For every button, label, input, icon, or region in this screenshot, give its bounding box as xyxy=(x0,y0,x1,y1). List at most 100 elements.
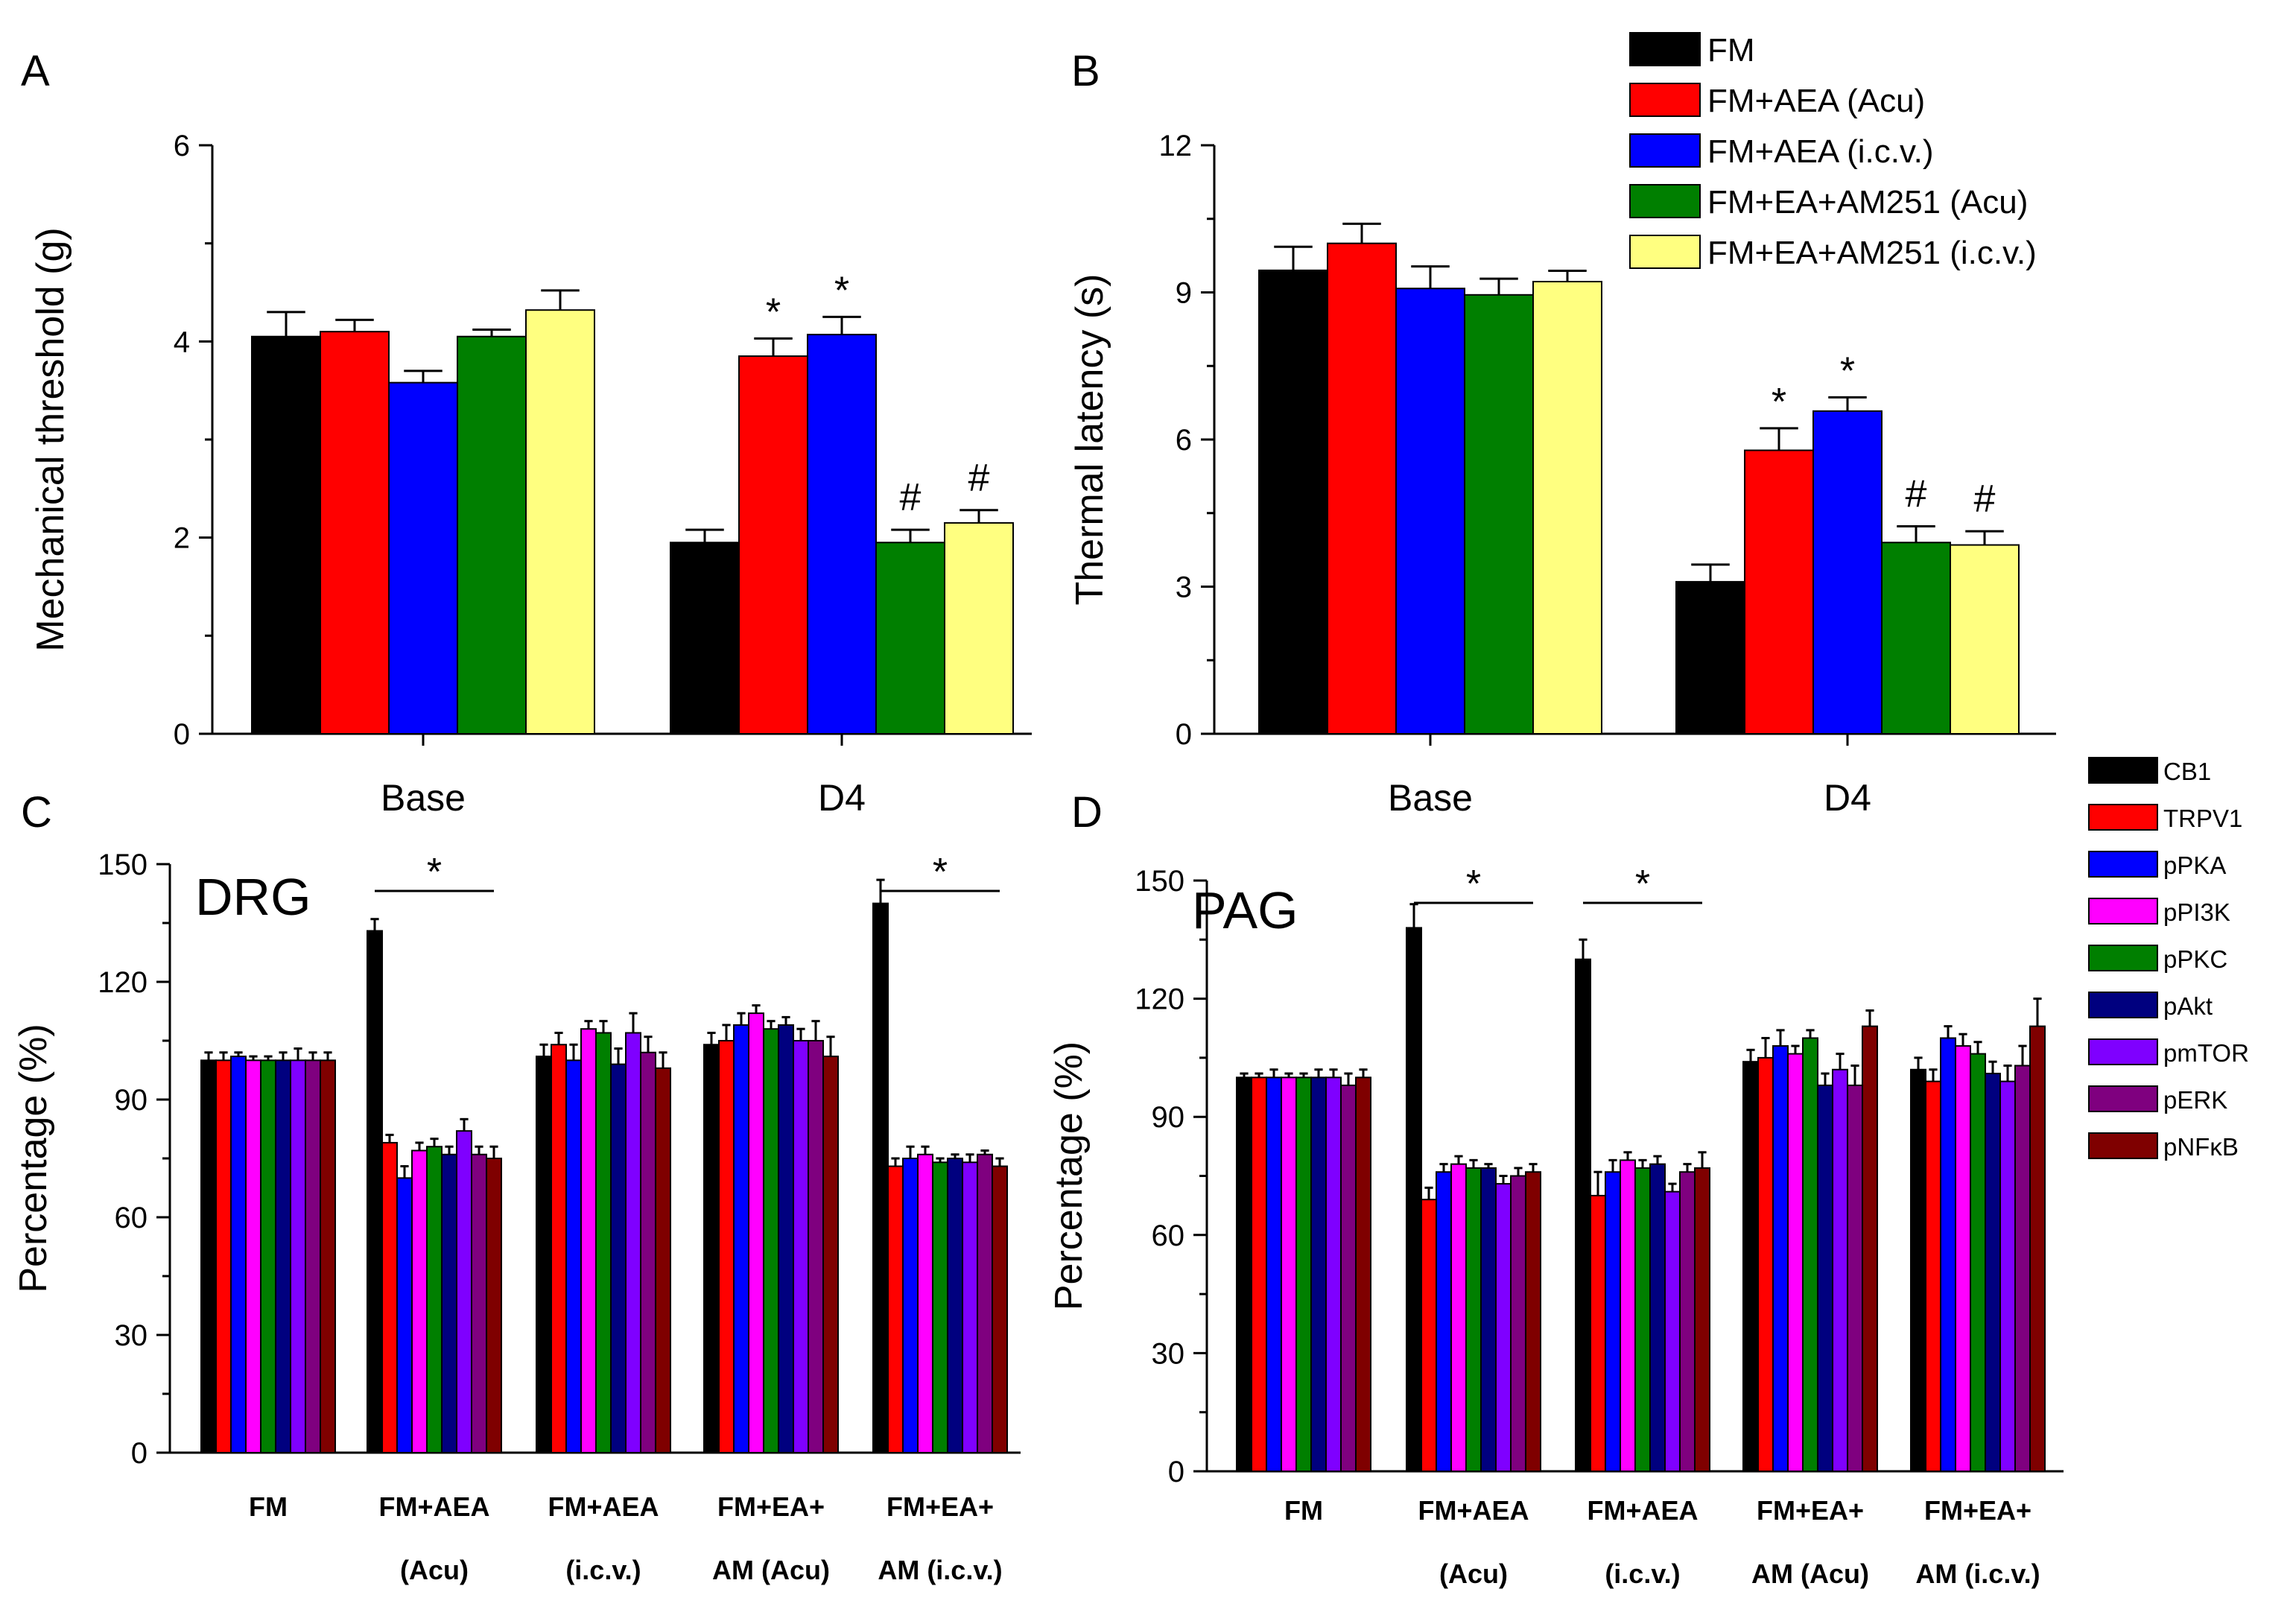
bar-group0-pPKC xyxy=(260,1059,276,1454)
panel-letter-d: D xyxy=(1071,788,1103,837)
bar-group2-pAkt xyxy=(610,1063,627,1453)
bar-group2-pPI3K xyxy=(1620,1159,1636,1473)
bar-group0-pPI3K xyxy=(245,1059,261,1454)
group-label-line2: AM (Acu) xyxy=(712,1555,830,1585)
x-category-label: Base xyxy=(1388,777,1473,819)
legend-swatch xyxy=(2088,945,2158,971)
bar-group1-pERK xyxy=(1510,1175,1526,1472)
bar-group4-pERK xyxy=(977,1153,993,1453)
bar-base-0 xyxy=(1258,269,1328,735)
legend-swatch xyxy=(1629,133,1701,168)
bar-group0-pPI3K xyxy=(1281,1076,1297,1473)
bar-group3-CB1 xyxy=(1742,1061,1759,1472)
legend-label: pPKC xyxy=(2163,945,2227,973)
y-tick-label: 3 xyxy=(1176,571,1192,604)
bar-group2-pPI3K xyxy=(580,1028,597,1453)
legend-swatch xyxy=(2088,1132,2158,1159)
bar-group1-pPKA xyxy=(396,1177,413,1454)
legend-label: pERK xyxy=(2163,1086,2227,1114)
panel-b: B 0 3 6 9 12 Thermal latency (s) Base D4 * * # # xyxy=(1068,47,2056,819)
significance-marker: * xyxy=(1635,863,1650,906)
bar-group3-pERK xyxy=(808,1040,824,1453)
bar-group2-pmTOR xyxy=(625,1032,641,1453)
bar-group3-TRPV1 xyxy=(1757,1056,1774,1472)
bar-group3-pPKC xyxy=(763,1028,779,1453)
y-tick-label: 0 xyxy=(131,1437,148,1470)
panel-letter-c: C xyxy=(21,788,52,837)
bar-group4-pPKA xyxy=(902,1158,919,1453)
bar-base-3 xyxy=(1464,294,1534,735)
legend-label: FM+EA+AM251 (Acu) xyxy=(1707,184,2028,221)
y-tick-label: 150 xyxy=(1135,865,1184,898)
group-label-line2: (i.c.v.) xyxy=(565,1555,641,1585)
bar-base-2 xyxy=(388,381,458,735)
y-tick-label: 0 xyxy=(1176,718,1192,751)
legend-swatch xyxy=(2088,1085,2158,1112)
x-category-label: Base xyxy=(381,777,466,819)
bar-group4-pmTOR xyxy=(962,1161,978,1454)
legend-swatch xyxy=(1629,184,1701,218)
panel-c: C 0 30 60 90 120 150 Percentage (%) DRG FM FM+AEA (… xyxy=(12,788,1021,1585)
bar-d4-2 xyxy=(1812,410,1883,735)
legend-label: pAkt xyxy=(2163,992,2213,1020)
y-tick-label: 30 xyxy=(115,1319,148,1352)
tissue-label: DRG xyxy=(195,868,311,926)
bar-group4-pAkt xyxy=(1985,1073,2001,1472)
bar-group4-pPKA xyxy=(1940,1037,1956,1472)
panel-d: D 0 30 60 90 120 150 Percentage (%) PAG FM FM+AEA (… xyxy=(1047,788,2064,1589)
bar-group3-pERK xyxy=(1847,1084,1863,1472)
y-tick-label: 120 xyxy=(98,966,148,999)
significance-marker: * xyxy=(1772,381,1786,424)
y-tick-label: 0 xyxy=(1168,1456,1184,1488)
group-label-line1: FM+EA+ xyxy=(1757,1495,1864,1526)
bar-group3-pPKA xyxy=(733,1024,749,1453)
bar-group1-CB1 xyxy=(367,930,383,1453)
bar-group3-pNFκB xyxy=(1862,1025,1878,1472)
bar-group1-pPKC xyxy=(426,1146,443,1453)
bar-group4-pAkt xyxy=(947,1158,963,1453)
bar-group2-pERK xyxy=(1679,1171,1696,1473)
legend-label: FM+AEA (i.c.v.) xyxy=(1707,133,1934,170)
bar-group0-pPKA xyxy=(1266,1076,1282,1473)
bar-group1-pPI3K xyxy=(411,1149,428,1453)
group-label-line2: (Acu) xyxy=(1439,1558,1508,1589)
bar-group0-CB1 xyxy=(1236,1076,1252,1473)
bar-group1-pmTOR xyxy=(1495,1183,1512,1473)
bar-group1-pNFκB xyxy=(486,1158,502,1453)
legend-label: FM+AEA (Acu) xyxy=(1707,83,1925,119)
bar-group1-pNFκB xyxy=(1525,1171,1541,1473)
bar-group2-CB1 xyxy=(1575,958,1591,1472)
bar-base-3 xyxy=(457,335,527,735)
bar-group3-pPI3K xyxy=(1787,1053,1804,1472)
bar-d4-3 xyxy=(875,542,945,735)
legend-bottom: CB1 TRPV1 pPKA pPI3K pPKC pAkt pmTOR pERK pNFκB xyxy=(2088,757,2249,1161)
bar-group0-pPKC xyxy=(1295,1076,1312,1473)
bar-group4-pNFκB xyxy=(2029,1025,2046,1472)
y-tick-label: 90 xyxy=(1152,1101,1185,1134)
bar-group2-pNFκB xyxy=(655,1067,671,1454)
bar-group0-pERK xyxy=(1340,1084,1357,1472)
group-label-line1: FM+AEA xyxy=(548,1491,659,1522)
bar-group0-pAkt xyxy=(1310,1076,1327,1473)
bar-group0-CB1 xyxy=(200,1059,217,1454)
bar-d4-3 xyxy=(1881,542,1951,735)
bar-group1-pPKC xyxy=(1465,1167,1482,1472)
bar-group4-pmTOR xyxy=(1999,1080,2016,1472)
bar-group3-pPKA xyxy=(1772,1045,1789,1473)
bar-base-1 xyxy=(1327,242,1397,735)
y-tick-label: 0 xyxy=(174,718,190,751)
y-tick-label: 9 xyxy=(1176,277,1192,310)
bar-group4-CB1 xyxy=(1910,1068,1926,1472)
x-category-label: D4 xyxy=(818,777,866,819)
group-label-line2: (Acu) xyxy=(400,1555,469,1585)
bar-group1-pAkt xyxy=(441,1153,457,1453)
bar-group3-pAkt xyxy=(1817,1084,1833,1472)
bar-group0-pmTOR xyxy=(290,1059,306,1454)
bar-group4-pPI3K xyxy=(1955,1045,1971,1473)
group-label-line2: AM (i.c.v.) xyxy=(1915,1558,2040,1589)
bar-group1-pPI3K xyxy=(1450,1163,1467,1472)
bar-group4-pNFκB xyxy=(992,1165,1008,1453)
group-label-line1: FM+EA+ xyxy=(1924,1495,2031,1526)
bar-d4-2 xyxy=(807,334,877,735)
